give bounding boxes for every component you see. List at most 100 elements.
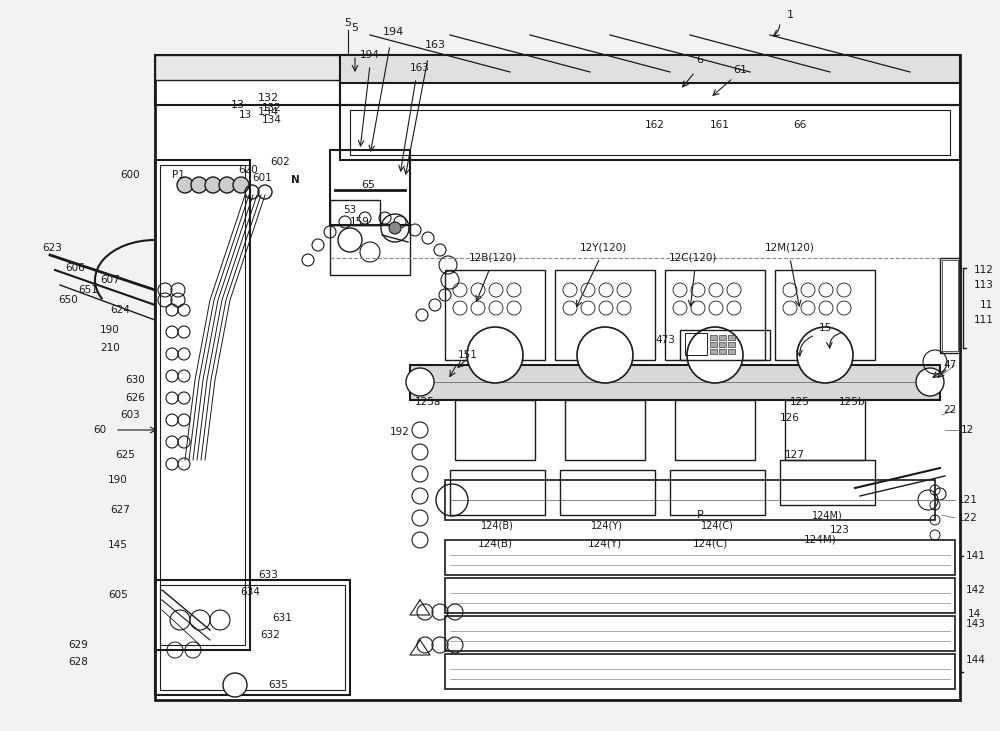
Bar bbox=[160, 585, 345, 690]
Text: 623: 623 bbox=[42, 243, 62, 253]
Text: 473: 473 bbox=[655, 335, 675, 345]
Circle shape bbox=[687, 327, 743, 383]
Text: 53: 53 bbox=[343, 205, 357, 215]
Text: 143: 143 bbox=[966, 619, 986, 629]
Bar bbox=[445, 616, 955, 651]
Text: 125a: 125a bbox=[415, 397, 441, 407]
Text: 12M(120): 12M(120) bbox=[765, 243, 815, 253]
Text: 628: 628 bbox=[68, 657, 88, 667]
Text: 111: 111 bbox=[974, 315, 994, 325]
Text: 163: 163 bbox=[410, 63, 430, 73]
Bar bbox=[670, 470, 765, 515]
Circle shape bbox=[797, 327, 853, 383]
Bar bbox=[340, 55, 960, 83]
Text: 142: 142 bbox=[966, 585, 986, 595]
Bar bbox=[445, 654, 955, 689]
Text: 145: 145 bbox=[108, 540, 128, 550]
Text: 162: 162 bbox=[645, 120, 665, 130]
Text: 650: 650 bbox=[58, 295, 78, 305]
Bar bbox=[685, 333, 707, 355]
Text: 125b: 125b bbox=[839, 397, 865, 407]
Text: P1: P1 bbox=[172, 170, 184, 180]
Text: 15: 15 bbox=[818, 323, 832, 333]
Bar bbox=[445, 578, 955, 613]
Text: 194: 194 bbox=[382, 27, 404, 37]
Text: 124(C): 124(C) bbox=[701, 520, 733, 530]
Bar bbox=[155, 55, 960, 700]
Text: 625: 625 bbox=[115, 450, 135, 460]
Text: 6: 6 bbox=[696, 55, 704, 65]
Bar bbox=[330, 150, 410, 225]
Text: 12: 12 bbox=[960, 425, 974, 435]
Bar bbox=[445, 540, 955, 575]
Bar bbox=[775, 270, 875, 360]
Text: 634: 634 bbox=[240, 587, 260, 597]
Text: 124(B): 124(B) bbox=[478, 538, 512, 548]
Text: 127: 127 bbox=[785, 450, 805, 460]
Circle shape bbox=[223, 673, 247, 697]
Circle shape bbox=[916, 368, 944, 396]
Text: P: P bbox=[697, 510, 703, 520]
Text: 60: 60 bbox=[93, 425, 107, 435]
Bar bbox=[719, 335, 726, 340]
Bar bbox=[330, 225, 410, 275]
Text: N: N bbox=[291, 175, 299, 185]
Text: 1: 1 bbox=[786, 10, 794, 20]
Text: 163: 163 bbox=[424, 40, 446, 50]
Text: 5: 5 bbox=[352, 23, 358, 33]
Bar bbox=[719, 349, 726, 354]
Text: 121: 121 bbox=[958, 495, 978, 505]
Text: 124M): 124M) bbox=[812, 510, 842, 520]
Bar bbox=[340, 105, 960, 160]
Text: 630: 630 bbox=[125, 375, 145, 385]
Text: 12C(120): 12C(120) bbox=[669, 253, 717, 263]
Bar bbox=[330, 200, 380, 225]
Text: 607: 607 bbox=[100, 275, 120, 285]
Text: 132: 132 bbox=[257, 93, 279, 103]
Text: 606: 606 bbox=[65, 263, 85, 273]
Bar bbox=[445, 270, 545, 360]
Text: 620: 620 bbox=[238, 165, 258, 175]
Circle shape bbox=[389, 222, 401, 234]
Text: 124(Y): 124(Y) bbox=[588, 538, 622, 548]
Circle shape bbox=[219, 177, 235, 193]
Bar bbox=[410, 365, 940, 400]
Text: 141: 141 bbox=[966, 551, 986, 561]
Text: 161: 161 bbox=[710, 120, 730, 130]
Text: 627: 627 bbox=[110, 505, 130, 515]
Text: 123: 123 bbox=[830, 525, 850, 535]
Text: 631: 631 bbox=[272, 613, 292, 623]
Text: 600: 600 bbox=[120, 170, 140, 180]
Circle shape bbox=[467, 327, 523, 383]
Text: 159: 159 bbox=[350, 217, 370, 227]
Text: 603: 603 bbox=[120, 410, 140, 420]
Bar bbox=[665, 270, 765, 360]
Text: 12Y(120): 12Y(120) bbox=[579, 243, 627, 253]
Bar bbox=[555, 270, 655, 360]
Text: 629: 629 bbox=[68, 640, 88, 650]
Text: 11: 11 bbox=[980, 300, 993, 310]
Text: 113: 113 bbox=[974, 280, 994, 290]
Text: 192: 192 bbox=[390, 427, 410, 437]
Text: 633: 633 bbox=[258, 570, 278, 580]
Bar bbox=[160, 165, 245, 645]
Text: 124(Y): 124(Y) bbox=[591, 520, 623, 530]
Circle shape bbox=[406, 368, 434, 396]
Text: 134: 134 bbox=[262, 115, 282, 125]
Text: 134: 134 bbox=[257, 107, 279, 117]
Bar bbox=[155, 55, 340, 80]
Bar bbox=[728, 335, 735, 340]
Text: 132: 132 bbox=[262, 103, 282, 113]
Text: 151: 151 bbox=[458, 350, 478, 360]
Text: 651: 651 bbox=[78, 285, 98, 295]
Bar bbox=[942, 260, 958, 351]
Text: 635: 635 bbox=[268, 680, 288, 690]
Text: 632: 632 bbox=[260, 630, 280, 640]
Bar bbox=[155, 580, 350, 695]
Text: 190: 190 bbox=[100, 325, 120, 335]
Bar bbox=[675, 400, 755, 460]
Bar bbox=[450, 470, 545, 515]
Text: 122: 122 bbox=[958, 513, 978, 523]
Text: 194: 194 bbox=[360, 50, 380, 60]
Bar bbox=[340, 55, 960, 105]
